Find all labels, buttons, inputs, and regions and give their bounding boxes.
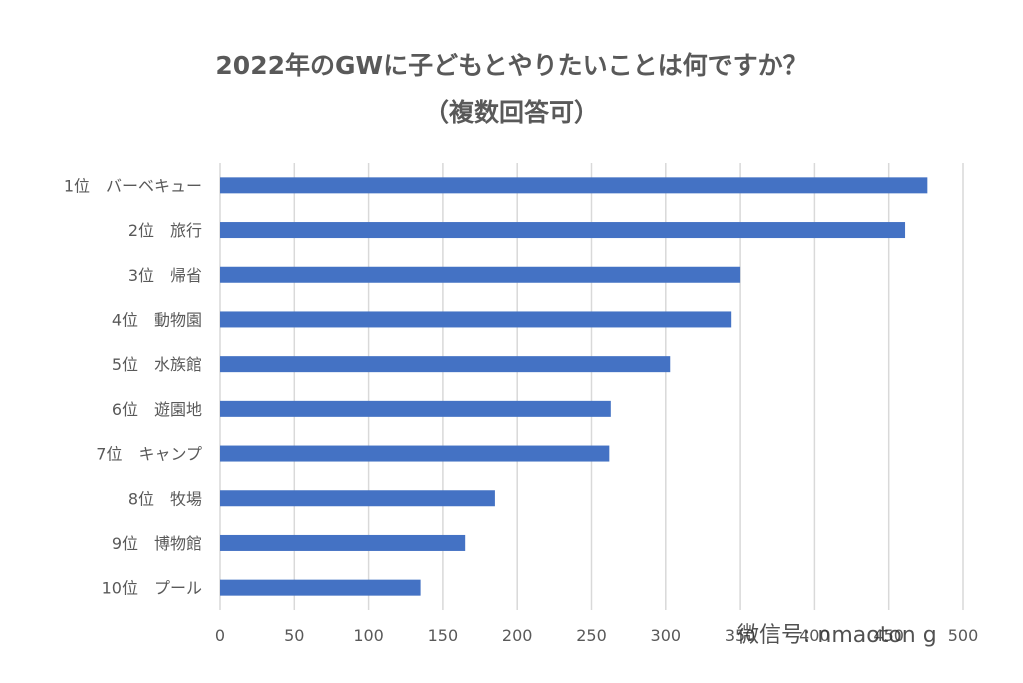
chart-title: 2022年のGWに子どもとやりたいことは何ですか？: [215, 51, 808, 80]
bar: [220, 445, 610, 462]
category-label: 7位 キャンプ: [96, 445, 202, 464]
x-tick-label: 500: [948, 626, 979, 645]
bar: [220, 266, 741, 283]
chart-subtitle: （複数回答可）: [423, 98, 599, 127]
bar: [220, 356, 671, 373]
category-label: 2位 旅行: [128, 221, 202, 240]
x-tick-label: 400: [799, 626, 830, 645]
bar: [220, 222, 906, 239]
x-tick-label: 350: [725, 626, 756, 645]
x-tick-label: 300: [651, 626, 682, 645]
x-tick-label: 200: [502, 626, 533, 645]
category-label: 5位 水族館: [112, 355, 202, 374]
bar: [220, 579, 421, 596]
category-label: 1位 バーベキュー: [64, 176, 202, 195]
category-label: 8位 牧場: [128, 489, 202, 508]
bar: [220, 311, 732, 328]
bar: [220, 177, 928, 194]
category-label: 3位 帰省: [128, 266, 202, 285]
x-tick-label: 100: [353, 626, 384, 645]
x-tick-label: 450: [873, 626, 904, 645]
category-label: 6位 遊園地: [112, 400, 202, 419]
x-tick-label: 0: [215, 626, 225, 645]
x-tick-label: 250: [576, 626, 607, 645]
x-tick-label: 50: [284, 626, 304, 645]
bar: [220, 400, 611, 417]
category-label: 9位 博物館: [112, 534, 202, 553]
watermark-text: 微信号: nmaoton g: [737, 623, 937, 648]
bar: [220, 534, 466, 551]
bar: [220, 490, 495, 507]
x-tick-label: 150: [428, 626, 459, 645]
category-label: 10位 プール: [102, 579, 202, 598]
category-label: 4位 動物園: [112, 310, 202, 329]
